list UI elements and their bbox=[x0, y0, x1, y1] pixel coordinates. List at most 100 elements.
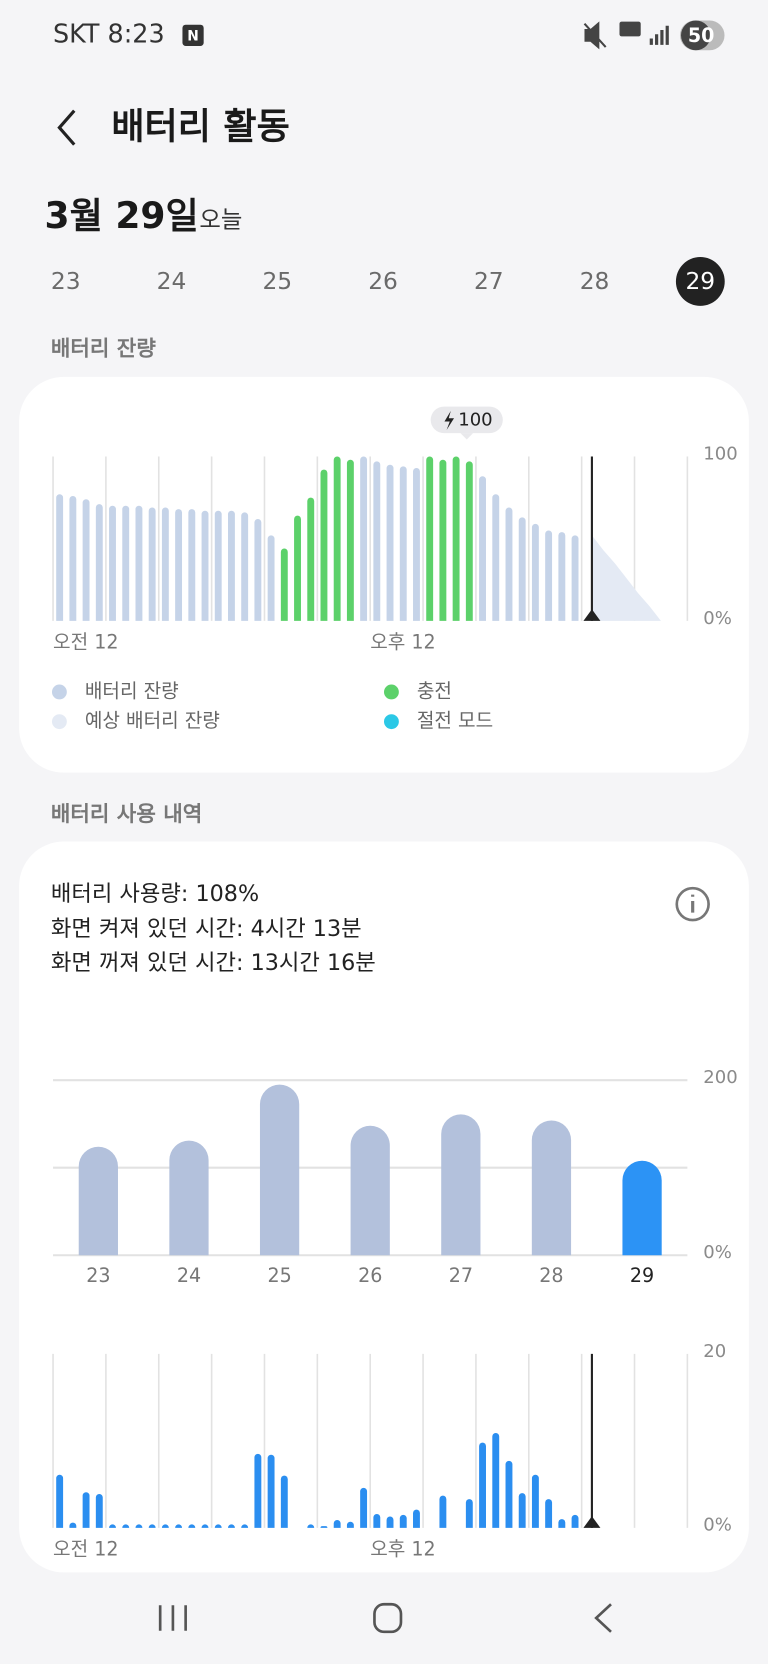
bar bbox=[161, 1524, 169, 1528]
notification-icon: N bbox=[187, 28, 199, 44]
bar bbox=[346, 1521, 354, 1528]
y-tick-label: 0% bbox=[703, 1242, 732, 1263]
annotation-label: 100 bbox=[458, 409, 492, 430]
bar bbox=[122, 1524, 130, 1528]
bar bbox=[413, 1509, 420, 1528]
bar bbox=[69, 495, 77, 621]
bar bbox=[188, 509, 196, 621]
bar bbox=[531, 1474, 539, 1528]
bar bbox=[82, 1492, 90, 1528]
day-tab[interactable]: 28 bbox=[580, 267, 610, 295]
y-tick-label: 0% bbox=[703, 1515, 732, 1536]
bar bbox=[320, 1526, 328, 1528]
bar bbox=[531, 1120, 572, 1256]
bar bbox=[259, 1084, 300, 1256]
bar bbox=[505, 1460, 513, 1528]
bar bbox=[307, 497, 315, 621]
section-title: 배터리 잔량 bbox=[51, 336, 156, 361]
bar bbox=[426, 456, 434, 621]
bar bbox=[571, 1514, 579, 1528]
bar bbox=[122, 505, 130, 621]
bar bbox=[333, 1520, 341, 1528]
date-relative: 오늘 bbox=[199, 205, 242, 233]
bar bbox=[241, 512, 249, 621]
bar bbox=[386, 464, 394, 621]
day-tab[interactable]: 29 bbox=[685, 267, 715, 295]
bar bbox=[360, 1487, 368, 1528]
bar bbox=[95, 504, 103, 621]
battery-level bbox=[681, 20, 711, 51]
bar bbox=[267, 1454, 275, 1528]
info-button[interactable] bbox=[675, 886, 710, 922]
day-tab[interactable]: 24 bbox=[157, 267, 187, 295]
nav-home[interactable] bbox=[373, 1602, 403, 1634]
y-tick-label: 0% bbox=[703, 608, 732, 629]
bar bbox=[452, 456, 460, 621]
x-tick-label: 28 bbox=[539, 1264, 563, 1287]
x-tick-label: 24 bbox=[177, 1264, 201, 1287]
bar bbox=[56, 1474, 64, 1528]
nav-back[interactable] bbox=[594, 1603, 612, 1633]
bar bbox=[280, 1475, 288, 1528]
legend-label: 배터리 잔량 bbox=[85, 679, 179, 702]
bar bbox=[399, 466, 407, 621]
bar bbox=[386, 1516, 394, 1528]
nav-recent[interactable] bbox=[158, 1605, 187, 1631]
bar bbox=[254, 518, 262, 621]
bar bbox=[254, 1453, 262, 1528]
x-tick-label: 23 bbox=[86, 1264, 110, 1287]
date-label: 3월 29일 bbox=[45, 195, 199, 237]
bar bbox=[492, 1433, 500, 1528]
bar bbox=[201, 510, 209, 621]
bar bbox=[214, 1524, 222, 1528]
bar bbox=[135, 1524, 143, 1528]
bar bbox=[267, 535, 275, 621]
bar bbox=[228, 510, 235, 621]
bar bbox=[441, 1114, 481, 1256]
bar bbox=[399, 1514, 407, 1528]
bar bbox=[571, 535, 579, 621]
card bbox=[19, 376, 749, 773]
bar bbox=[479, 476, 486, 621]
legend-label: 충전 bbox=[417, 679, 452, 702]
day-tab[interactable]: 26 bbox=[368, 267, 398, 295]
page-title: 배터리 활동 bbox=[111, 106, 289, 148]
bar bbox=[373, 461, 381, 621]
back-button[interactable] bbox=[57, 109, 76, 146]
selected-day bbox=[675, 257, 725, 306]
bar bbox=[69, 1522, 77, 1528]
bar bbox=[214, 510, 222, 621]
bar bbox=[294, 515, 301, 621]
usage-line: 화면 꺼져 있던 시간: 13시간 16분 bbox=[51, 950, 376, 976]
bar bbox=[241, 1524, 249, 1528]
mute-icon bbox=[583, 21, 607, 50]
bar bbox=[479, 1442, 486, 1528]
bar bbox=[518, 1493, 526, 1528]
y-tick-label: 20 bbox=[703, 1341, 726, 1362]
bar bbox=[622, 1160, 662, 1256]
day-tab[interactable]: 25 bbox=[262, 267, 292, 295]
bar bbox=[320, 469, 328, 621]
day-tab[interactable]: 23 bbox=[51, 267, 81, 295]
projected-area bbox=[591, 535, 661, 621]
bar bbox=[346, 459, 354, 621]
bar bbox=[558, 1519, 566, 1528]
x-tick-label: 26 bbox=[358, 1264, 382, 1287]
legend-label: 예상 배터리 잔량 bbox=[85, 709, 220, 732]
day-tab[interactable]: 27 bbox=[474, 267, 504, 295]
bar bbox=[350, 1125, 390, 1256]
x-tick-label: 오전 12 bbox=[53, 1538, 118, 1561]
bar bbox=[439, 459, 447, 621]
bar bbox=[95, 1493, 103, 1528]
bar bbox=[148, 507, 156, 621]
bar bbox=[307, 1524, 315, 1528]
bar bbox=[56, 494, 64, 621]
bar bbox=[545, 530, 553, 621]
day-tabs: 23 24 25 26 27 28 29 bbox=[51, 257, 725, 306]
bar bbox=[109, 1524, 116, 1528]
legend-swatch bbox=[51, 714, 67, 730]
info-circle[interactable] bbox=[675, 886, 710, 922]
5g-icon bbox=[619, 21, 641, 37]
x-tick-label: 오후 12 bbox=[370, 631, 435, 654]
